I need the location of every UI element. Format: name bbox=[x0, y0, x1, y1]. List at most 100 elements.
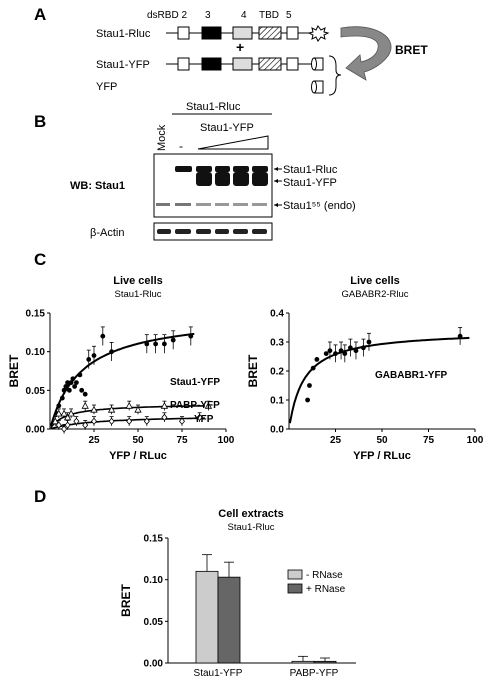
header-stau1-rluc: Stau1-Rluc bbox=[186, 101, 241, 113]
data-point bbox=[77, 372, 83, 378]
data-point bbox=[63, 413, 72, 421]
data-point bbox=[161, 413, 168, 422]
y-tick-label: 0.0 bbox=[270, 425, 284, 436]
data-point bbox=[68, 380, 74, 385]
data-point bbox=[51, 417, 59, 425]
x-axis-label: YFP / RLuc bbox=[109, 450, 167, 462]
legend-swatch bbox=[287, 569, 303, 580]
construct-label-yfp: YFP bbox=[96, 81, 117, 93]
domain-label-5: 5 bbox=[286, 10, 292, 21]
data-point bbox=[307, 383, 312, 388]
y-tick-label: 0.1 bbox=[270, 396, 284, 407]
data-point bbox=[144, 341, 150, 347]
data-point bbox=[56, 403, 62, 409]
data-point bbox=[61, 425, 68, 433]
data-point bbox=[323, 351, 329, 356]
bar bbox=[313, 660, 337, 664]
data-point bbox=[55, 409, 63, 417]
y-axis-label: BRET bbox=[119, 584, 133, 617]
fit-curve bbox=[288, 336, 470, 424]
panel-letter-b: B bbox=[34, 112, 46, 131]
category-label: Stau1-YFP bbox=[194, 668, 243, 679]
construct-stau1-yfp bbox=[166, 57, 318, 71]
data-point bbox=[67, 409, 75, 417]
lane-label-minus: - bbox=[179, 139, 183, 153]
data-point bbox=[55, 421, 62, 429]
bret-label: BRET bbox=[395, 43, 428, 57]
data-point bbox=[81, 401, 89, 409]
series-label: Stau1-YFP bbox=[170, 377, 220, 388]
bar bbox=[217, 576, 241, 664]
data-point bbox=[70, 376, 76, 382]
y-axis-label: BRET bbox=[7, 354, 21, 387]
blot-bands bbox=[156, 166, 268, 206]
panel-letter-a: A bbox=[34, 5, 46, 24]
y-tick-label: 0.05 bbox=[144, 617, 164, 628]
construct-label-stau1-yfp: Stau1-YFP bbox=[96, 59, 150, 71]
y-tick-label: 0.00 bbox=[144, 659, 164, 670]
western-blot-stau1 bbox=[153, 153, 273, 218]
data-point bbox=[108, 417, 115, 425]
data-point bbox=[162, 341, 167, 347]
domain-label-tbd: TBD bbox=[259, 10, 279, 21]
data-point bbox=[196, 413, 203, 422]
bar bbox=[195, 570, 219, 664]
y-tick-label: 0.00 bbox=[26, 425, 46, 436]
band-label-stau1-rluc: Stau1-Rluc bbox=[283, 164, 338, 176]
x-tick-label: 50 bbox=[376, 435, 388, 446]
data-point bbox=[63, 384, 69, 389]
c-left-title: Live cells bbox=[113, 275, 163, 287]
data-point bbox=[347, 345, 353, 351]
y-tick-label: 0.15 bbox=[144, 534, 164, 545]
data-point bbox=[82, 421, 89, 429]
y-tick-label: 0.3 bbox=[270, 338, 284, 349]
y-tick-label: 0.4 bbox=[270, 309, 284, 320]
c-right-subtitle: GABABR2-Rluc bbox=[341, 289, 408, 300]
bar bbox=[291, 660, 315, 664]
data-point bbox=[188, 333, 194, 339]
data-point bbox=[457, 333, 463, 339]
domain-label-dsrbd2: dsRBD 2 bbox=[147, 10, 187, 21]
chart-c-left: 0.00 0.05 0.10 0.15 25 50 75 100 YFP / RLuc BRET S… bbox=[7, 309, 235, 463]
data-point bbox=[91, 353, 97, 358]
c-right-title: Live cells bbox=[350, 275, 400, 287]
data-point bbox=[170, 337, 176, 343]
actin-bands bbox=[157, 229, 267, 234]
data-point bbox=[204, 401, 213, 409]
data-point bbox=[65, 380, 70, 385]
y-tick-label: 0.2 bbox=[270, 367, 284, 378]
wb-stau1-label: WB: Stau1 bbox=[70, 180, 125, 192]
data-point bbox=[79, 387, 85, 393]
data-point bbox=[338, 348, 344, 354]
x-tick-label: 50 bbox=[132, 435, 144, 446]
plus-sign: + bbox=[236, 39, 244, 55]
series-label: GABABR1-YFP bbox=[375, 370, 448, 381]
construct-brace bbox=[328, 55, 342, 96]
data-point bbox=[342, 351, 348, 356]
data-point bbox=[74, 380, 79, 385]
data-point bbox=[73, 417, 80, 425]
panel-letter-d: D bbox=[34, 487, 46, 506]
series-label: PABP-YFP bbox=[170, 400, 220, 411]
data-point bbox=[72, 384, 78, 389]
data-point bbox=[353, 348, 359, 354]
d-title: Cell extracts bbox=[218, 508, 283, 520]
actin-label: β-Actin bbox=[90, 227, 124, 239]
x-tick-label: 25 bbox=[330, 435, 342, 446]
y-axis-label: BRET bbox=[246, 354, 260, 387]
data-point bbox=[134, 405, 142, 413]
legend-label: - RNase bbox=[306, 570, 343, 581]
construct-label-stau1-rluc: Stau1-Rluc bbox=[96, 28, 151, 40]
data-point bbox=[333, 351, 338, 356]
data-point bbox=[59, 395, 65, 401]
d-subtitle: Stau1-Rluc bbox=[228, 522, 275, 533]
data-point bbox=[90, 417, 98, 425]
band-label-stau1-yfp: Stau1-YFP bbox=[283, 177, 337, 189]
western-blot-actin bbox=[153, 222, 273, 241]
yfp-gradient-wedge bbox=[197, 135, 269, 150]
data-point bbox=[82, 391, 88, 397]
y-tick-label: 0.10 bbox=[144, 575, 164, 586]
data-point bbox=[153, 341, 159, 347]
x-tick-label: 75 bbox=[176, 435, 188, 446]
